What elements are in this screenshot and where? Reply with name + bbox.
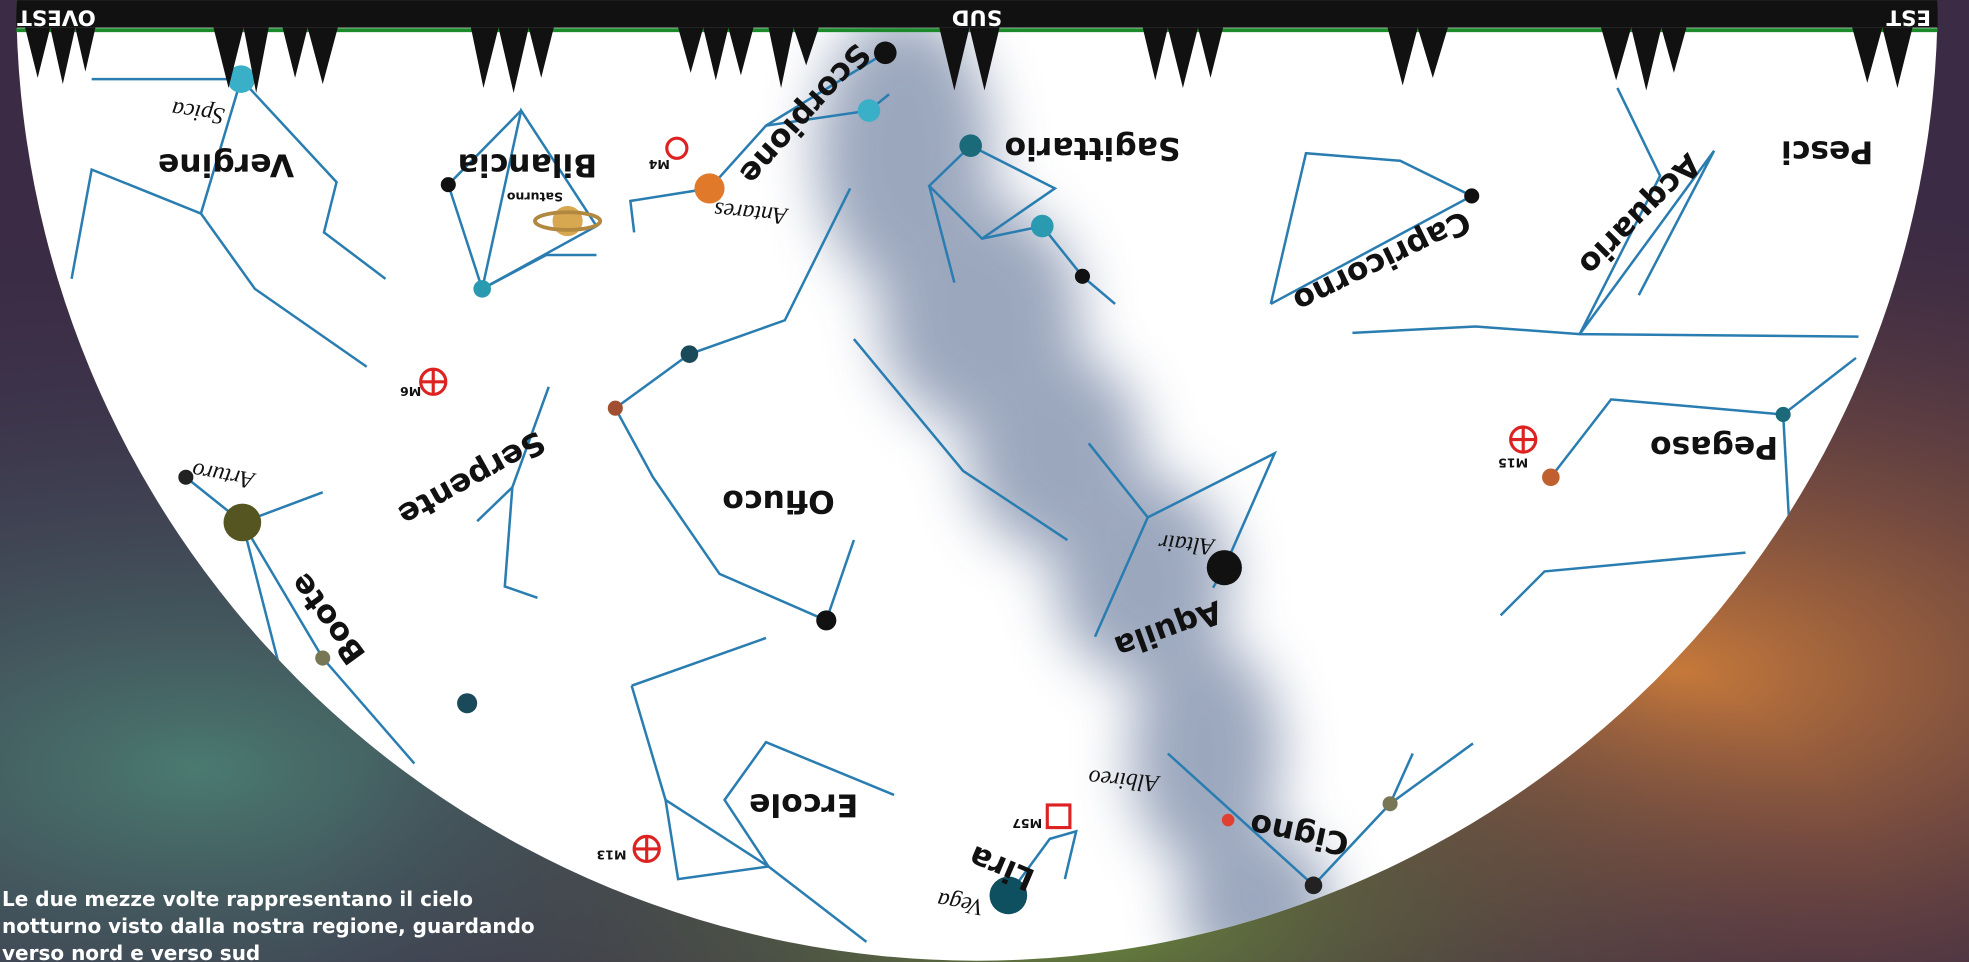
star-label: Altair [1157, 529, 1217, 560]
horizon-band [16, 0, 1938, 28]
cluster-symbol [665, 136, 689, 160]
horizon-label: SUD [952, 4, 1002, 29]
constellation-label: Vergine [158, 146, 294, 182]
object-label: M15 [1498, 456, 1528, 471]
caption-line: notturno visto dalla nostra regione, gua… [2, 914, 535, 938]
horizon-label: EST [1886, 4, 1931, 29]
constellation-label: Pesci [1781, 134, 1873, 170]
object-label: M13 [597, 847, 627, 862]
constellation-label: Sagittario [1005, 130, 1181, 166]
caption: Le due mezze volte rappresentano il ciel… [2, 886, 535, 962]
caption-line: verso nord e verso sud [2, 941, 261, 962]
star-label: Antares [713, 196, 790, 228]
saturn-ring [533, 210, 603, 232]
caption-line: Le due mezze volte rappresentano il ciel… [2, 887, 473, 911]
constellation-label: Pegaso [1650, 429, 1778, 465]
constellation-label: Bilancia [458, 146, 597, 182]
milky-way [70, 12, 1859, 961]
constellation-label: Ofiuco [722, 483, 834, 519]
object-label: M57 [1012, 816, 1042, 831]
constellation-lines [70, 51, 1859, 943]
trees [25, 27, 1913, 93]
object-label: Saturno [506, 189, 563, 204]
constellation-label: Ercole [749, 787, 858, 823]
horizon-label: OVEST [17, 4, 96, 29]
object-label: M4 [648, 157, 669, 172]
stars [178, 41, 1791, 915]
star-label: Albireo [1087, 764, 1162, 796]
cluster-symbols [419, 367, 1538, 864]
object-label: M6 [400, 384, 421, 399]
